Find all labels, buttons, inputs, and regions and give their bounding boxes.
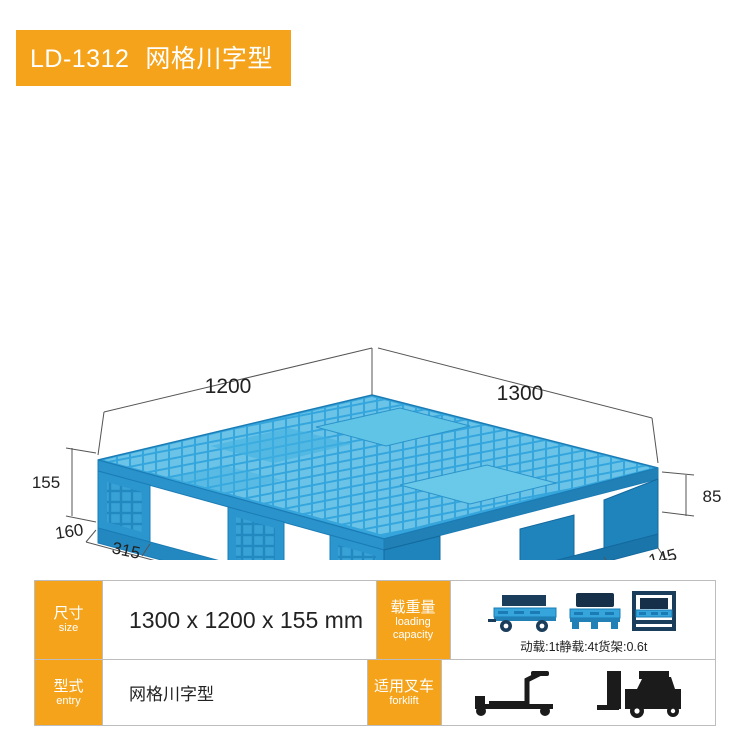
capacity-icons [486, 585, 682, 633]
label-size: 尺寸 size [35, 581, 103, 659]
dimension-lines [65, 347, 695, 560]
dynamic-load-icon [487, 595, 557, 632]
dim-1300: 1300 [497, 382, 544, 405]
rack-load-icon [631, 591, 676, 631]
pallet-legs-right [383, 478, 659, 560]
value-size-text: 1300 x 1200 x 155 mm [129, 606, 363, 633]
dim-155: 155 [32, 473, 60, 492]
capacity-static-text: 静载:4t [559, 640, 598, 654]
forklift-cell [442, 660, 716, 725]
label-capacity-cn: 载重量 [390, 598, 436, 616]
dimension-labels-small: 155 85 160 315 350 315 315 160 145 375 1… [32, 473, 722, 560]
dim-160-left: 160 [54, 520, 85, 543]
capacity-cell: 动载:1t 静载:4t 货架:0.6t [451, 581, 716, 659]
dim-1200: 1200 [205, 375, 252, 398]
label-forklift-en: forklift [389, 694, 419, 707]
pallet-illustration: 1200 1300 155 85 160 315 350 315 315 160… [0, 150, 750, 560]
dimension-labels: 1200 1300 [205, 375, 544, 405]
spec-row-size: 尺寸 size 1300 x 1200 x 155 mm 载重量 loading… [35, 581, 715, 660]
label-size-en: size [58, 622, 79, 635]
capacity-rack-text: 货架:0.6t [597, 640, 648, 654]
label-entry: 型式 entry [35, 660, 103, 725]
label-capacity-en-1: loading [395, 615, 431, 628]
capacity-texts: 动载:1t 静载:4t 货架:0.6t [520, 636, 647, 655]
spec-table: 尺寸 size 1300 x 1200 x 155 mm 载重量 loading… [34, 580, 716, 726]
product-name-cn: 网格川字型 [145, 45, 273, 73]
label-entry-cn: 型式 [53, 677, 84, 695]
forklift-icon [597, 670, 682, 718]
spec-row-entry: 型式 entry 网格川字型 适用叉车 forklift [35, 660, 715, 725]
label-entry-en: entry [56, 694, 81, 707]
label-capacity-en-2: capacity [392, 628, 434, 641]
pallet-legs-left [97, 470, 385, 560]
capacity-dynamic-text: 动载:1t [520, 640, 560, 654]
label-forklift-cn: 适用叉车 [373, 677, 434, 695]
label-loading-capacity: 载重量 loading capacity [376, 581, 451, 659]
label-forklift: 适用叉车 forklift [367, 660, 442, 725]
product-code: LD-1312 [30, 45, 130, 73]
pallet-truck-icon [475, 670, 554, 716]
label-size-cn: 尺寸 [53, 605, 84, 623]
value-size: 1300 x 1200 x 155 mm [103, 581, 377, 659]
dim-315-a: 315 [110, 538, 142, 560]
value-entry: 网格川字型 [103, 660, 368, 725]
dim-85: 85 [703, 487, 722, 506]
product-title-banner: LD-1312 网格川字型 [16, 30, 291, 86]
static-load-icon [569, 593, 621, 629]
value-entry-text: 网格川字型 [129, 685, 214, 704]
